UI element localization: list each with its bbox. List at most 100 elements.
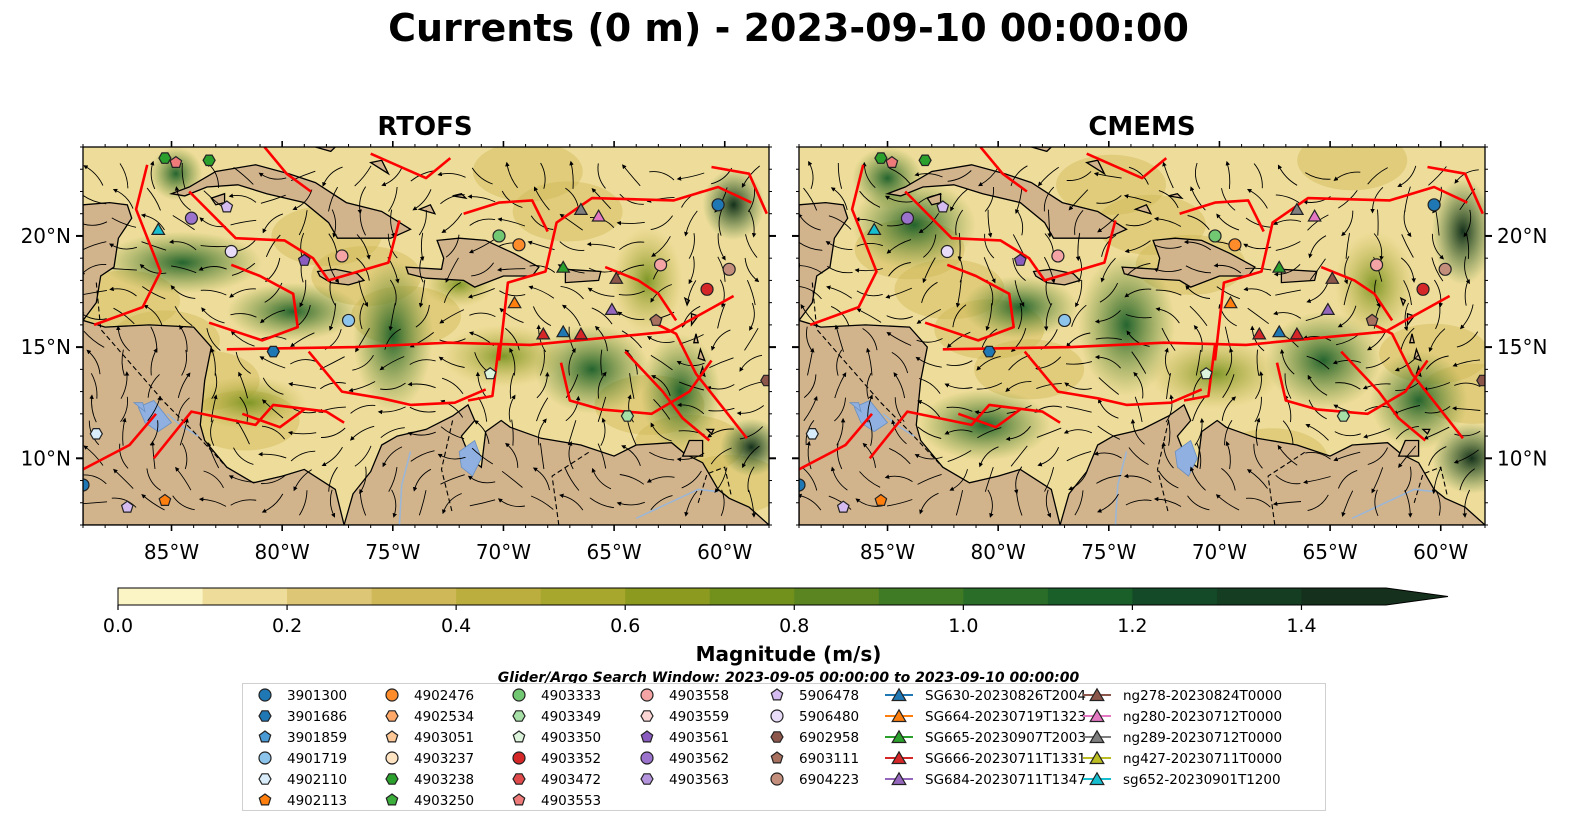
streamline	[198, 266, 227, 271]
streamline	[146, 187, 161, 211]
streamline	[203, 470, 224, 489]
streamline	[1130, 418, 1145, 445]
streamline	[179, 417, 189, 446]
land	[169, 164, 412, 239]
streamline	[1045, 489, 1051, 518]
streamline	[1096, 475, 1122, 484]
colorbar-segment	[540, 588, 626, 605]
streamline	[866, 372, 872, 400]
streamline	[949, 469, 968, 491]
streamline	[532, 467, 550, 491]
streamline	[142, 286, 166, 300]
streamline	[412, 189, 432, 211]
streamline	[1065, 361, 1093, 365]
eez-boundary	[957, 408, 1022, 429]
streamline	[708, 407, 735, 412]
streamline	[569, 160, 574, 189]
current-core	[191, 376, 307, 430]
streamline	[944, 429, 973, 435]
streamline	[1305, 423, 1329, 441]
legend-label: 4903051	[414, 730, 474, 746]
observation-marker	[150, 222, 166, 235]
observation-marker	[535, 326, 551, 340]
streamline	[113, 468, 134, 489]
streamline	[983, 257, 996, 284]
streamline	[854, 217, 883, 227]
streamline	[568, 440, 574, 470]
streamline	[799, 285, 822, 300]
observation-marker	[1051, 249, 1065, 263]
observation-marker	[940, 244, 954, 259]
observation-marker	[1223, 295, 1238, 309]
streamline	[589, 497, 615, 509]
streamline	[1036, 382, 1062, 390]
streamline	[109, 243, 138, 250]
legend-marker	[770, 688, 784, 701]
colorbar-segment	[709, 588, 795, 605]
streamline	[1098, 377, 1119, 395]
land	[368, 159, 391, 176]
legend-entry: SG665-20230907T2003	[885, 729, 1086, 746]
streamline	[1215, 494, 1240, 511]
legend-marker	[385, 751, 399, 765]
river	[1351, 488, 1435, 520]
streamline	[86, 349, 101, 375]
streamline	[803, 467, 818, 491]
streamline	[799, 493, 822, 511]
streamline	[803, 374, 817, 398]
observation-marker	[507, 295, 522, 309]
streamline	[409, 359, 436, 365]
current-core	[962, 275, 1078, 339]
observation-marker	[1427, 198, 1441, 212]
streamline	[119, 443, 129, 469]
streamline	[946, 331, 971, 348]
streamline	[1333, 451, 1361, 462]
legend-entry: SG664-20230719T1323	[885, 708, 1086, 725]
streamline	[720, 489, 725, 516]
streamline	[600, 417, 606, 446]
streamline	[1431, 466, 1442, 495]
observation-marker	[1271, 260, 1287, 273]
legend-label: 4901719	[287, 751, 347, 767]
streamline	[468, 239, 495, 254]
observation-marker	[1208, 229, 1222, 243]
streamline	[619, 474, 645, 485]
streamline	[1273, 263, 1301, 277]
streamline	[1099, 282, 1119, 303]
land	[452, 192, 468, 200]
eez-boundary	[497, 185, 752, 361]
streamline	[1044, 256, 1056, 284]
streamline	[445, 257, 459, 283]
streamline	[1185, 285, 1211, 299]
streamline	[437, 171, 466, 178]
observation-marker	[169, 155, 183, 168]
streamline	[1185, 265, 1212, 274]
streamline	[650, 284, 672, 303]
streamline	[1374, 489, 1379, 516]
streamline	[1333, 171, 1361, 181]
streamline	[1095, 337, 1122, 341]
observation-marker	[492, 229, 506, 243]
streamline	[1225, 441, 1231, 470]
streamline	[1255, 371, 1264, 399]
streamline	[147, 395, 162, 422]
legend-marker	[258, 793, 272, 806]
streamline	[1094, 310, 1121, 324]
legend-marker	[1089, 771, 1105, 786]
streamline	[1213, 263, 1242, 274]
streamline	[718, 209, 723, 236]
streamline	[1452, 359, 1481, 367]
streamline	[1068, 469, 1089, 491]
streamline	[350, 404, 376, 414]
streamline	[261, 493, 284, 513]
streamline	[688, 233, 695, 259]
streamline	[1454, 382, 1481, 388]
legend-marker	[385, 688, 399, 702]
streamline	[1010, 445, 1028, 467]
observation-marker	[649, 313, 663, 326]
streamline	[1124, 288, 1152, 298]
legend-entry: 4903350	[512, 730, 601, 746]
land	[681, 439, 704, 457]
land	[697, 347, 706, 362]
streamline	[1074, 209, 1084, 235]
